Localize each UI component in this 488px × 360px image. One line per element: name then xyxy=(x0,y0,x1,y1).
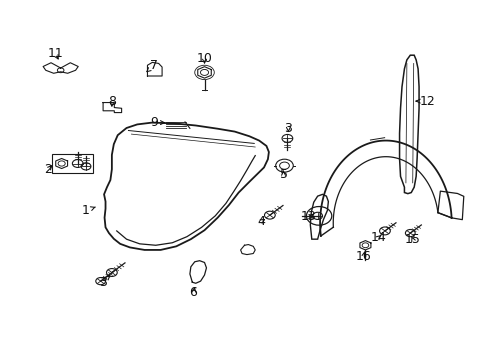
Text: 13: 13 xyxy=(301,210,316,223)
Text: 6: 6 xyxy=(189,287,197,300)
Text: 10: 10 xyxy=(196,51,212,64)
Text: 1: 1 xyxy=(82,204,95,217)
Text: 4: 4 xyxy=(257,215,265,228)
Bar xyxy=(52,154,93,173)
Text: 12: 12 xyxy=(415,95,434,108)
Text: 8: 8 xyxy=(108,95,116,108)
Text: 3: 3 xyxy=(284,122,292,135)
Text: 15: 15 xyxy=(404,233,420,246)
Text: 9: 9 xyxy=(150,116,164,129)
Text: 3: 3 xyxy=(99,275,110,289)
Text: 5: 5 xyxy=(279,168,287,181)
Text: 11: 11 xyxy=(47,47,63,60)
Text: 7: 7 xyxy=(146,59,158,72)
Text: 16: 16 xyxy=(355,249,371,262)
Text: 2: 2 xyxy=(44,163,52,176)
Text: 14: 14 xyxy=(370,231,386,244)
